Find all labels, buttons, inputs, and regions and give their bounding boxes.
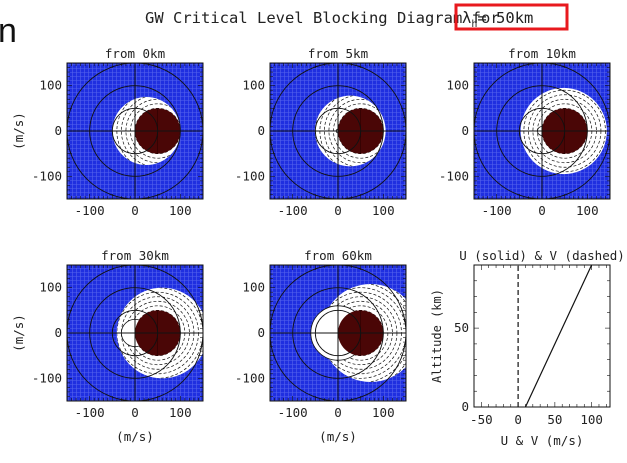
- y-tick-label: 0: [257, 325, 265, 340]
- x-tick-label: 100: [169, 203, 192, 218]
- y-tick-label: 0: [54, 123, 62, 138]
- blocking-panel-1: -100 0 100 100 0 -100 from 0km (m/s): [11, 46, 204, 218]
- y-tick-label: 100: [242, 280, 265, 295]
- x-tick-label: 100: [576, 203, 599, 218]
- y-axis-label: (m/s): [11, 314, 26, 352]
- x-axis-label: (m/s): [319, 429, 357, 444]
- y-axis-label: (m/s): [11, 112, 26, 150]
- panel-title: from 0km: [105, 46, 165, 61]
- x-tick-label: -100: [75, 405, 105, 420]
- x-tick-label: 0: [131, 405, 139, 420]
- x-tick-label: 0: [514, 412, 522, 427]
- blocking-panel-4: -100 0 100 100 0 -100 from 30km (m/s) (m/s): [11, 248, 204, 444]
- panel-plot-area: [474, 63, 610, 199]
- x-tick-label: 50: [547, 412, 562, 427]
- y-tick-label: 50: [454, 320, 469, 335]
- y-tick-label: 0: [257, 123, 265, 138]
- blocking-panel-3: -100 0 100 100 0 -100 from 10km: [439, 46, 611, 218]
- lambda-value: = 50km: [477, 9, 533, 27]
- y-tick-label: -100: [439, 168, 469, 183]
- lambda-symbol: λ: [462, 9, 471, 27]
- x-tick-label: -100: [278, 203, 308, 218]
- x-axis-label: (m/s): [116, 429, 154, 444]
- y-tick-label: 100: [446, 78, 469, 93]
- lambda-highlight-box: [454, 3, 569, 31]
- y-tick-label: -100: [32, 168, 62, 183]
- panel-title: from 60km: [304, 248, 372, 263]
- y-tick-label: 100: [242, 78, 265, 93]
- y-axis-label: Altitude (km): [430, 289, 444, 383]
- x-tick-label: 100: [372, 405, 395, 420]
- x-tick-label: -100: [278, 405, 308, 420]
- blocking-panel-5: -100 0 100 100 0 -100 from 60km (m/s): [235, 248, 407, 444]
- x-tick-label: 100: [372, 203, 395, 218]
- figure-title: GW Critical Level Blocking Diagram for λ…: [145, 3, 569, 31]
- panel-plot-area: [67, 63, 203, 199]
- x-tick-label: -100: [482, 203, 512, 218]
- y-tick-label: 100: [39, 280, 62, 295]
- panel-plot-area: [67, 265, 203, 401]
- blocking-panel-2: -100 0 100 100 0 -100 from 5km: [235, 46, 407, 218]
- series-u-line: [524, 264, 593, 408]
- y-tick-label: 0: [461, 399, 469, 414]
- panel-title: from 10km: [508, 46, 576, 61]
- panels: -100 0 100 100 0 -100 from 0km (m/s) -100 0 100 100…: [11, 46, 625, 448]
- x-tick-label: 0: [334, 405, 342, 420]
- y-tick-label: -100: [235, 168, 265, 183]
- lambda-label: λh= 50km: [462, 9, 533, 30]
- x-tick-label: -100: [75, 203, 105, 218]
- panel-title: from 5km: [308, 46, 368, 61]
- figure-title-prefix: GW Critical Level Blocking Diagram for: [145, 9, 500, 27]
- panel-title: U (solid) & V (dashed): [459, 248, 625, 263]
- y-tick-label: -100: [235, 370, 265, 385]
- x-tick-label: -50: [470, 412, 493, 427]
- panel-title: from 30km: [101, 248, 169, 263]
- y-tick-label: -100: [32, 370, 62, 385]
- y-tick-label: 0: [461, 123, 469, 138]
- panel-plot-area: [270, 63, 406, 199]
- panel-plot-area: [270, 265, 406, 401]
- y-tick-label: 0: [54, 325, 62, 340]
- x-tick-label: 100: [580, 412, 603, 427]
- x-axis-label: U & V (m/s): [501, 433, 584, 448]
- profile-frame: [473, 264, 611, 408]
- x-tick-label: 0: [334, 203, 342, 218]
- cropped-letter: n: [0, 12, 17, 50]
- y-tick-label: 100: [39, 78, 62, 93]
- lambda-subscript: h: [471, 19, 477, 30]
- x-tick-label: 100: [169, 405, 192, 420]
- x-tick-label: 0: [131, 203, 139, 218]
- x-tick-label: 0: [538, 203, 546, 218]
